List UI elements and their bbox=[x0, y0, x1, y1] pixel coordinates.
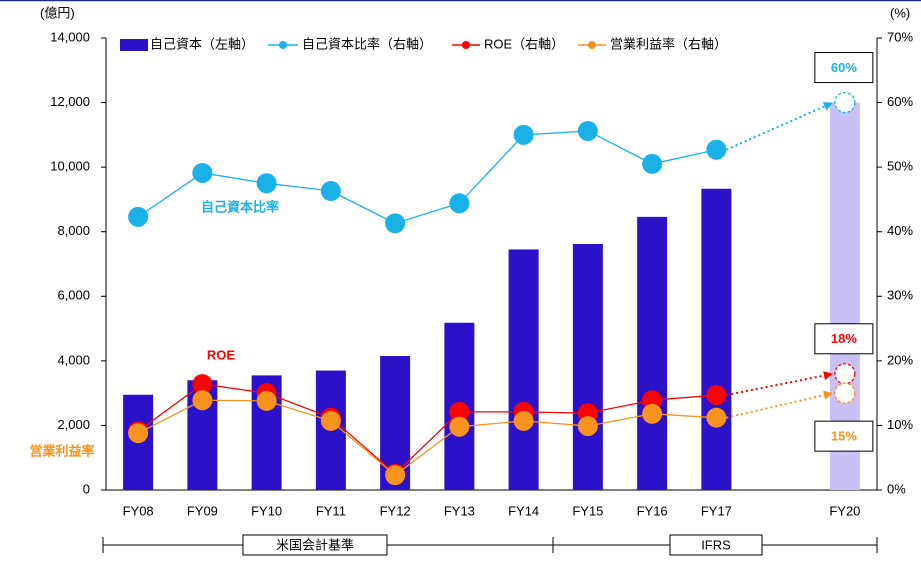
y2-unit: (%) bbox=[890, 5, 910, 20]
point bbox=[320, 181, 341, 202]
value-label: 15% bbox=[831, 429, 857, 444]
point bbox=[449, 193, 470, 214]
target-point bbox=[834, 382, 856, 404]
value-label-box bbox=[814, 420, 874, 452]
x-tick-label: FY17 bbox=[701, 503, 732, 518]
point bbox=[706, 139, 727, 160]
point bbox=[577, 120, 598, 141]
x-tick-label: FY20 bbox=[829, 503, 860, 518]
arrow-head bbox=[823, 371, 833, 380]
legend-label: ROE（右軸） bbox=[484, 36, 564, 51]
value-label: 60% bbox=[831, 60, 857, 75]
y-tick-label: 12,000 bbox=[50, 94, 90, 109]
x-tick-label: FY14 bbox=[508, 503, 539, 518]
x-tick-label: FY09 bbox=[187, 503, 218, 518]
legend-swatch bbox=[462, 41, 470, 49]
point bbox=[706, 385, 727, 406]
point bbox=[706, 407, 727, 428]
bar bbox=[637, 216, 668, 490]
bar bbox=[572, 243, 603, 490]
point bbox=[513, 124, 534, 145]
point bbox=[192, 390, 213, 411]
y-tick-label: 0 bbox=[83, 481, 90, 496]
legend-label: 自己資本比率（右軸） bbox=[302, 36, 432, 51]
y-unit: (億円) bbox=[40, 5, 75, 20]
target-arrow bbox=[725, 104, 828, 151]
y2-tick-label: 70% bbox=[887, 29, 913, 44]
annotation: ROE bbox=[207, 347, 236, 362]
annotation: 自己資本比率 bbox=[201, 199, 279, 214]
y-tick-label: 2,000 bbox=[57, 417, 90, 432]
point bbox=[642, 403, 663, 424]
point bbox=[385, 213, 406, 234]
point bbox=[577, 416, 598, 437]
point bbox=[385, 465, 406, 486]
point bbox=[192, 162, 213, 183]
x-tick-label: FY11 bbox=[316, 503, 346, 518]
target-arrow bbox=[726, 373, 828, 397]
bar bbox=[508, 249, 539, 490]
target-point bbox=[834, 363, 856, 385]
point bbox=[256, 390, 277, 411]
legend-swatch bbox=[120, 39, 148, 51]
y2-tick-label: 60% bbox=[887, 94, 913, 109]
standard-box bbox=[242, 534, 388, 556]
point bbox=[256, 173, 277, 194]
y2-tick-label: 20% bbox=[887, 352, 913, 367]
y2-tick-label: 40% bbox=[887, 223, 913, 238]
point bbox=[320, 410, 341, 431]
y-tick-label: 4,000 bbox=[57, 352, 90, 367]
series-line bbox=[137, 399, 717, 476]
annotation: 営業利益率 bbox=[29, 443, 94, 458]
y-tick-label: 10,000 bbox=[50, 159, 90, 174]
legend-swatch bbox=[588, 41, 596, 49]
value-label-box bbox=[814, 52, 874, 84]
point bbox=[128, 206, 149, 227]
point bbox=[128, 423, 149, 444]
value-label: 18% bbox=[831, 331, 857, 346]
value-label-box bbox=[814, 323, 874, 355]
target-arrow bbox=[726, 393, 828, 419]
series-line bbox=[137, 383, 717, 475]
y2-tick-label: 50% bbox=[887, 159, 913, 174]
x-tick-label: FY13 bbox=[444, 503, 475, 518]
x-tick-label: FY16 bbox=[637, 503, 668, 518]
x-tick-label: FY10 bbox=[251, 503, 282, 518]
x-tick-label: FY12 bbox=[380, 503, 411, 518]
y-tick-label: 6,000 bbox=[57, 288, 90, 303]
point bbox=[513, 410, 534, 431]
series-line bbox=[137, 130, 717, 225]
target-point bbox=[834, 91, 856, 114]
x-tick-label: FY15 bbox=[572, 503, 603, 518]
bar bbox=[701, 188, 732, 490]
y2-tick-label: 10% bbox=[887, 417, 913, 432]
point bbox=[192, 374, 213, 395]
point bbox=[449, 401, 470, 422]
arrow-head bbox=[823, 390, 833, 400]
point bbox=[642, 153, 663, 174]
y2-tick-label: 30% bbox=[887, 288, 913, 303]
x-tick-label: FY08 bbox=[123, 503, 154, 518]
legend-swatch bbox=[279, 41, 287, 49]
standard-label: IFRS bbox=[701, 537, 731, 552]
point bbox=[449, 416, 470, 437]
standards-bracket bbox=[102, 534, 878, 556]
legend-label: 自己資本（左軸） bbox=[150, 36, 254, 51]
y-tick-label: 14,000 bbox=[50, 29, 90, 44]
y2-tick-label: 0% bbox=[887, 481, 906, 496]
legend-label: 営業利益率（右軸） bbox=[610, 36, 727, 51]
standard-box bbox=[669, 534, 763, 556]
y-tick-label: 8,000 bbox=[57, 223, 90, 238]
standard-label: 米国会計基準 bbox=[276, 537, 354, 552]
arrow-head bbox=[822, 102, 833, 111]
